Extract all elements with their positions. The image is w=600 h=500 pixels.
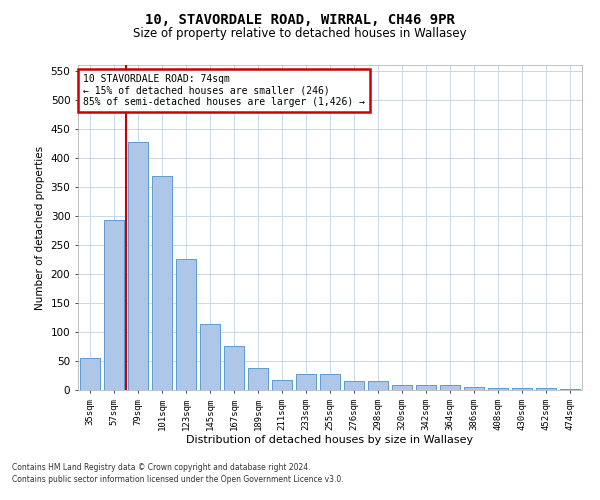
Bar xyxy=(440,386,460,390)
Bar xyxy=(344,382,364,390)
Bar xyxy=(296,374,316,390)
Bar xyxy=(320,374,340,390)
Bar xyxy=(152,176,172,390)
Y-axis label: Number of detached properties: Number of detached properties xyxy=(35,146,45,310)
Bar xyxy=(512,388,532,390)
Bar xyxy=(176,260,196,390)
Bar xyxy=(464,387,484,390)
Bar xyxy=(536,388,556,390)
Text: Contains HM Land Registry data © Crown copyright and database right 2024.: Contains HM Land Registry data © Crown c… xyxy=(12,464,311,472)
Bar xyxy=(224,346,244,390)
Bar xyxy=(416,386,436,390)
X-axis label: Distribution of detached houses by size in Wallasey: Distribution of detached houses by size … xyxy=(187,436,473,446)
Bar xyxy=(104,220,124,390)
Text: 10 STAVORDALE ROAD: 74sqm
← 15% of detached houses are smaller (246)
85% of semi: 10 STAVORDALE ROAD: 74sqm ← 15% of detac… xyxy=(83,74,365,107)
Bar xyxy=(200,324,220,390)
Text: Contains public sector information licensed under the Open Government Licence v3: Contains public sector information licen… xyxy=(12,475,344,484)
Bar xyxy=(488,388,508,390)
Bar xyxy=(368,382,388,390)
Bar xyxy=(80,358,100,390)
Text: Size of property relative to detached houses in Wallasey: Size of property relative to detached ho… xyxy=(133,28,467,40)
Bar xyxy=(392,386,412,390)
Bar xyxy=(560,389,580,390)
Bar xyxy=(248,368,268,390)
Bar xyxy=(128,142,148,390)
Text: 10, STAVORDALE ROAD, WIRRAL, CH46 9PR: 10, STAVORDALE ROAD, WIRRAL, CH46 9PR xyxy=(145,12,455,26)
Bar xyxy=(272,380,292,390)
